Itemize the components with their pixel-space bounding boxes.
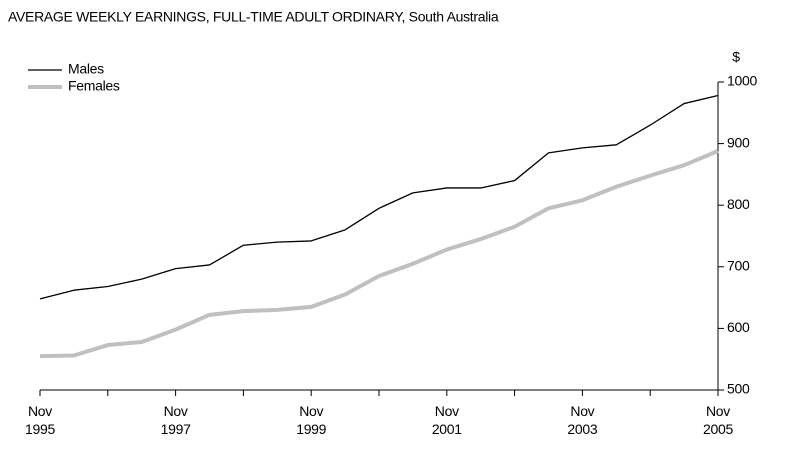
x-tick-label: Nov 2001 <box>431 403 462 437</box>
line-series <box>39 149 719 359</box>
x-tick-label: Nov 1997 <box>160 403 191 437</box>
legend-label: Females <box>68 78 120 94</box>
x-tick-label: Nov 1999 <box>296 403 327 437</box>
x-tick-label: Nov 2005 <box>703 403 733 437</box>
y-axis-label: $ <box>732 49 740 65</box>
y-tick-label: 1000 <box>727 73 757 89</box>
x-tick-label: Nov 2003 <box>567 403 598 437</box>
line-series <box>39 94 719 300</box>
chart-title: AVERAGE WEEKLY EARNINGS, FULL-TIME ADULT… <box>8 9 499 25</box>
y-tick-label: 900 <box>727 134 750 150</box>
y-tick-label: 600 <box>727 319 750 335</box>
legend-label: Males <box>68 61 104 77</box>
x-tick-label: Nov 1995 <box>25 403 55 437</box>
y-tick-label: 500 <box>727 381 750 397</box>
y-tick-label: 700 <box>727 258 750 274</box>
y-tick-label: 800 <box>727 196 750 212</box>
